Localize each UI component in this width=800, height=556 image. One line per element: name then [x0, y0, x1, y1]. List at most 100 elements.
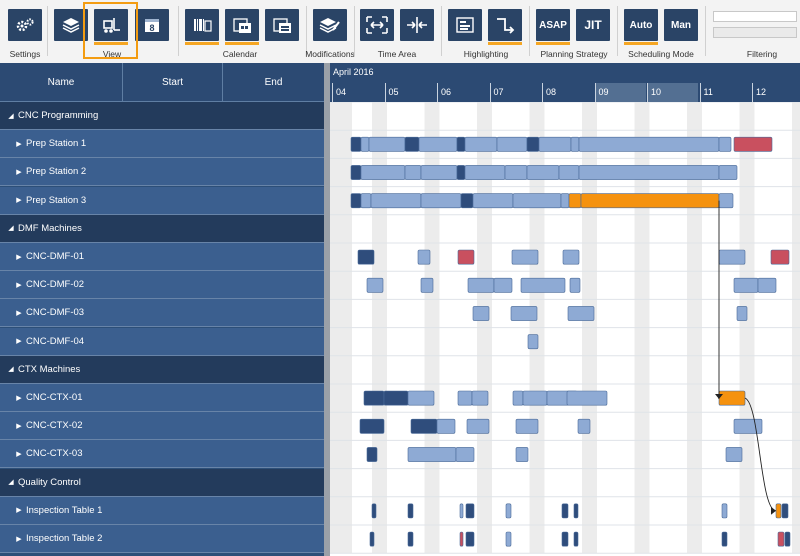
task-bar[interactable]	[464, 136, 498, 152]
task-bar[interactable]	[578, 165, 720, 180]
task-bar[interactable]	[466, 418, 490, 434]
task-bar[interactable]	[718, 136, 732, 152]
calendar-month-button[interactable]	[265, 9, 299, 41]
task-bar[interactable]	[465, 503, 475, 519]
task-bar[interactable]	[404, 136, 420, 152]
expand-triangle-icon[interactable]: ▶	[16, 507, 22, 515]
task-bar[interactable]	[736, 306, 748, 321]
highlight-list-button[interactable]	[448, 9, 482, 41]
man-button[interactable]: Man	[664, 9, 698, 41]
expand-triangle-icon[interactable]: ▶	[16, 253, 22, 261]
task-bar[interactable]	[505, 503, 512, 519]
task-bar[interactable]	[363, 390, 385, 406]
task-bar[interactable]	[733, 418, 763, 434]
collapse-triangle-icon[interactable]: ◢	[8, 479, 14, 487]
task-bar[interactable]	[510, 306, 538, 321]
task-bar[interactable]	[560, 193, 570, 209]
timeline-day[interactable]: 04	[332, 83, 383, 102]
task-bar[interactable]	[496, 136, 528, 152]
task-bar[interactable]	[465, 531, 475, 547]
resource-row[interactable]: ▶ Prep Station 1	[0, 130, 324, 159]
group-row[interactable]: ◢ Quality Control	[0, 468, 324, 497]
expand-triangle-icon[interactable]: ▶	[16, 422, 22, 430]
resource-row[interactable]: ▶ Inspection Table 1	[0, 496, 324, 525]
task-bar[interactable]	[407, 390, 435, 406]
task-bar[interactable]	[527, 334, 539, 350]
task-bar[interactable]	[757, 277, 777, 293]
task-bar[interactable]	[566, 390, 608, 406]
task-bar[interactable]	[777, 531, 785, 547]
timeline-day[interactable]: 11	[699, 83, 751, 102]
column-start-header[interactable]: Start	[123, 63, 223, 101]
task-bar[interactable]	[459, 503, 464, 519]
resource-row[interactable]: ▶ Prep Station 2	[0, 158, 324, 187]
task-bar[interactable]	[357, 249, 375, 265]
timeline-day[interactable]: 10	[647, 83, 698, 102]
task-bar[interactable]	[471, 390, 489, 406]
task-bar[interactable]	[573, 531, 579, 547]
task-bar[interactable]	[562, 249, 580, 265]
highlight-path-button[interactable]	[488, 9, 522, 45]
task-bar[interactable]	[770, 249, 790, 265]
resource-row[interactable]: ▶ CNC-DMF-02	[0, 271, 324, 300]
resource-row[interactable]: ▶ CNC-DMF-03	[0, 299, 324, 328]
task-bar[interactable]	[570, 136, 580, 152]
task-bar[interactable]	[781, 503, 789, 519]
column-end-header[interactable]: End	[264, 76, 283, 88]
filter-input[interactable]	[713, 11, 797, 22]
task-bar[interactable]	[371, 503, 377, 519]
task-bar[interactable]	[459, 531, 464, 547]
task-bar[interactable]	[718, 165, 738, 180]
task-bar[interactable]	[464, 165, 506, 180]
splitter-bar[interactable]	[324, 63, 330, 556]
task-bar[interactable]	[733, 277, 759, 293]
task-bar[interactable]	[420, 277, 434, 293]
task-bar[interactable]	[455, 447, 475, 462]
task-bar[interactable]	[725, 447, 743, 462]
task-bar[interactable]	[404, 165, 422, 180]
expand-triangle-icon[interactable]: ▶	[16, 338, 22, 346]
calendar-barcode-button[interactable]	[185, 9, 219, 45]
task-bar[interactable]	[526, 136, 540, 152]
task-bar[interactable]	[366, 447, 378, 462]
task-bar[interactable]	[417, 249, 431, 265]
task-bar[interactable]	[580, 193, 720, 209]
task-bar[interactable]	[578, 136, 720, 152]
task-bar[interactable]	[718, 390, 746, 406]
timeline-day[interactable]: 09	[594, 83, 646, 102]
task-bar[interactable]	[538, 136, 572, 152]
task-bar[interactable]	[370, 193, 422, 209]
task-bar[interactable]	[360, 136, 370, 152]
group-row[interactable]: ◢ CTX Machines	[0, 355, 324, 384]
task-bar[interactable]	[350, 165, 362, 180]
task-bar[interactable]	[721, 531, 728, 547]
task-bar[interactable]	[360, 193, 372, 209]
task-bar[interactable]	[350, 193, 362, 209]
task-bar[interactable]	[512, 193, 562, 209]
calendar-week-button[interactable]	[225, 9, 259, 45]
task-bar[interactable]	[784, 531, 791, 547]
task-bar[interactable]	[515, 447, 529, 462]
task-bar[interactable]	[561, 503, 569, 519]
forklift-view-button[interactable]	[94, 9, 128, 45]
timeline-day[interactable]: 08	[542, 83, 593, 102]
task-bar[interactable]	[511, 249, 539, 265]
task-bar[interactable]	[577, 418, 591, 434]
task-bar[interactable]	[457, 390, 473, 406]
task-bar[interactable]	[360, 165, 406, 180]
resource-row[interactable]: ▶ CNC-CTX-02	[0, 412, 324, 441]
task-bar[interactable]	[456, 165, 466, 180]
timeline-day[interactable]: 12	[752, 83, 800, 102]
task-bar[interactable]	[457, 249, 475, 265]
resource-row[interactable]: ▶ CNC-CTX-01	[0, 384, 324, 412]
settings-button[interactable]	[8, 9, 42, 41]
expand-triangle-icon[interactable]: ▶	[16, 535, 22, 543]
task-bar[interactable]	[558, 165, 580, 180]
expand-triangle-icon[interactable]: ▶	[16, 309, 22, 317]
group-row[interactable]: ◢ CNC Programming	[0, 102, 324, 130]
task-bar[interactable]	[493, 277, 513, 293]
task-bar[interactable]	[368, 136, 406, 152]
expand-triangle-icon[interactable]: ▶	[16, 450, 22, 458]
asap-button[interactable]: ASAP	[536, 9, 570, 45]
task-bar[interactable]	[366, 277, 384, 293]
